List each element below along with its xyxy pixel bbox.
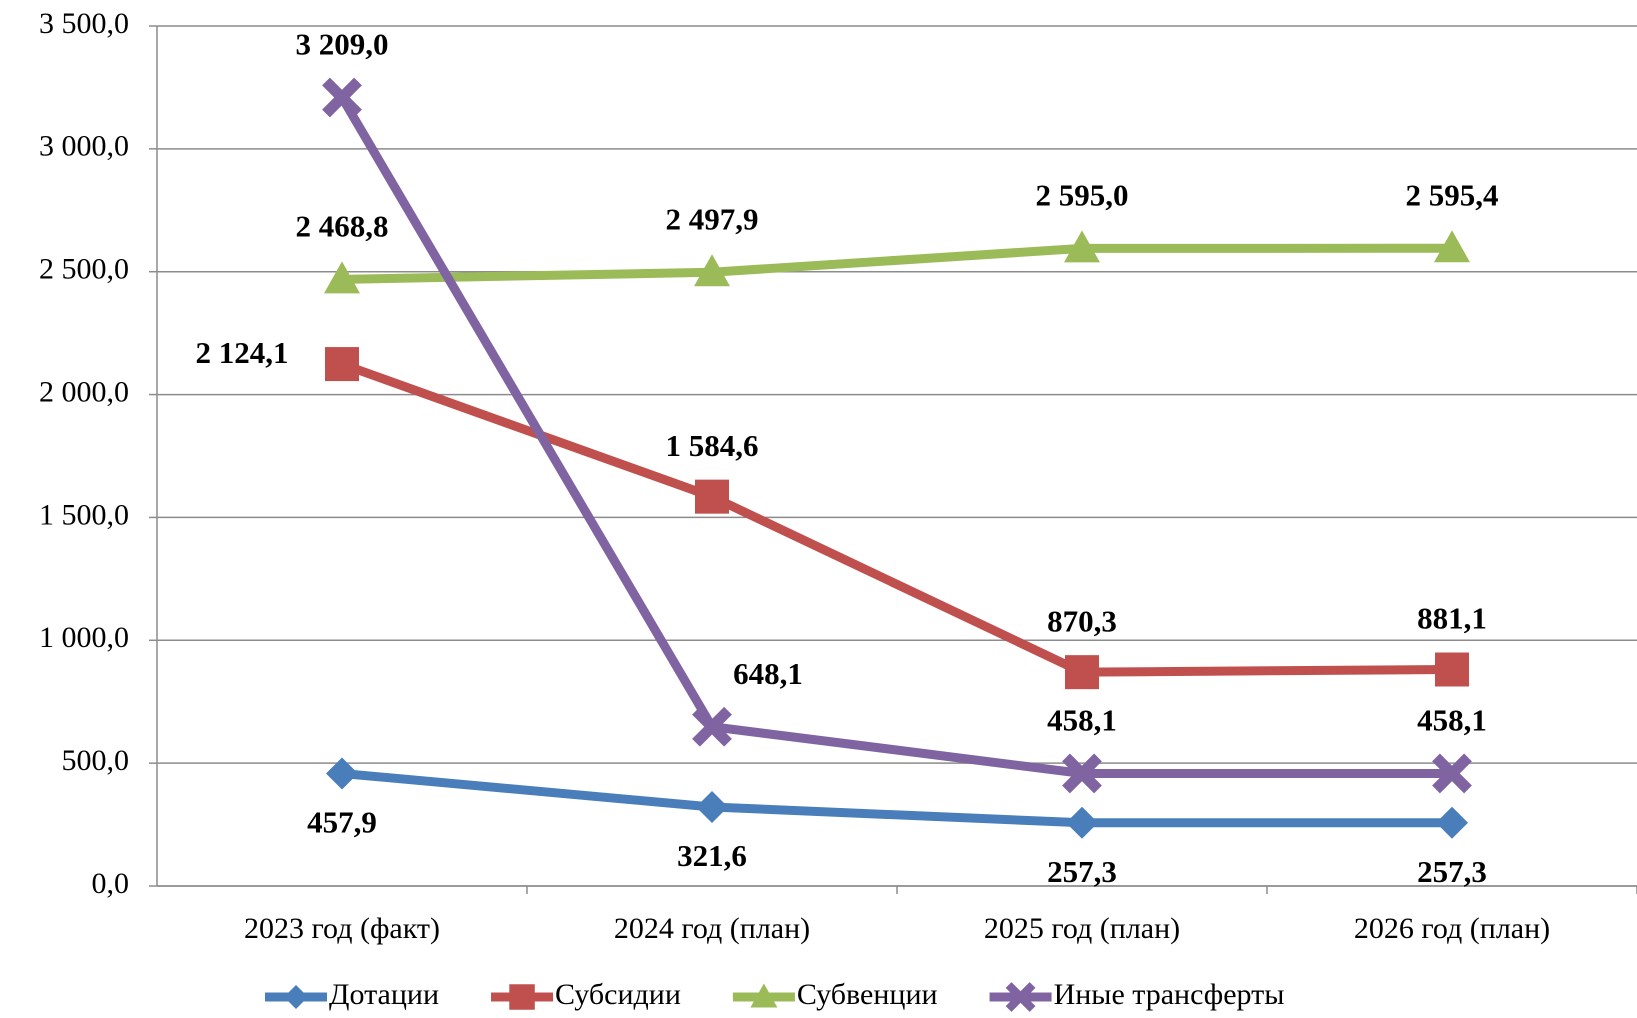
- page: 0,0 500,0 1 000,0 1 500,0 2 000,0 2 500,0 3 00…: [0, 0, 1637, 1018]
- series-line: [342, 248, 1452, 279]
- y-tick-label: 2 500,0: [39, 253, 129, 286]
- y-tick-label: 3 500,0: [39, 7, 129, 40]
- data-label: 2 468,8: [296, 208, 389, 243]
- data-label: 2 124,1: [196, 335, 289, 370]
- y-tick-label: 500,0: [62, 744, 130, 777]
- data-label: 2 497,9: [666, 201, 759, 236]
- data-label: 458,1: [1417, 703, 1487, 738]
- legend-item: Иные трансферты: [990, 978, 1285, 1011]
- data-label: 2 595,4: [1406, 177, 1499, 212]
- marker: [326, 82, 358, 114]
- y-tick-label: 2 000,0: [39, 375, 129, 408]
- data-label: 458,1: [1047, 703, 1117, 738]
- legend-item: Дотации: [265, 978, 439, 1011]
- chart: 0,0 500,0 1 000,0 1 500,0 2 000,0 2 500,0 3 00…: [0, 0, 1637, 1018]
- data-label: 257,3: [1047, 854, 1117, 889]
- data-label: 3 209,0: [296, 27, 389, 62]
- data-label: 1 584,6: [666, 428, 759, 463]
- marker: [509, 984, 535, 1010]
- marker: [1436, 807, 1468, 839]
- data-label: 321,6: [677, 838, 747, 873]
- x-tick-label: 2026 год (план): [1354, 912, 1550, 945]
- y-tick-label: 0,0: [92, 867, 130, 900]
- y-tick-label: 1 000,0: [39, 621, 129, 654]
- marker: [326, 757, 358, 789]
- series: [326, 82, 1468, 790]
- legend-label: Дотации: [329, 978, 439, 1011]
- marker: [1065, 655, 1099, 689]
- marker: [695, 480, 729, 514]
- series: [324, 230, 1470, 293]
- marker: [696, 791, 728, 823]
- data-label: 648,1: [733, 656, 803, 691]
- data-label: 870,3: [1047, 603, 1117, 638]
- marker: [1435, 653, 1469, 687]
- x-tick-label: 2024 год (план): [614, 912, 810, 945]
- x-tick-label: 2025 год (план): [984, 912, 1180, 945]
- legend-label: Субсидии: [555, 978, 681, 1011]
- data-label: 457,9: [307, 805, 377, 840]
- marker: [1066, 807, 1098, 839]
- marker: [325, 347, 359, 381]
- y-tick-label: 3 000,0: [39, 130, 129, 163]
- data-label: 881,1: [1417, 601, 1487, 636]
- legend-label: Иные трансферты: [1054, 978, 1285, 1011]
- marker: [284, 985, 308, 1009]
- x-tick-label: 2023 год (факт): [244, 912, 440, 945]
- legend-label: Субвенции: [797, 978, 938, 1011]
- series-line: [342, 773, 1452, 822]
- data-label: 257,3: [1417, 854, 1487, 889]
- y-tick-label: 1 500,0: [39, 498, 129, 531]
- data-label: 2 595,0: [1036, 177, 1129, 212]
- legend-item: Субвенции: [733, 978, 938, 1011]
- legend-item: Субсидии: [491, 978, 681, 1011]
